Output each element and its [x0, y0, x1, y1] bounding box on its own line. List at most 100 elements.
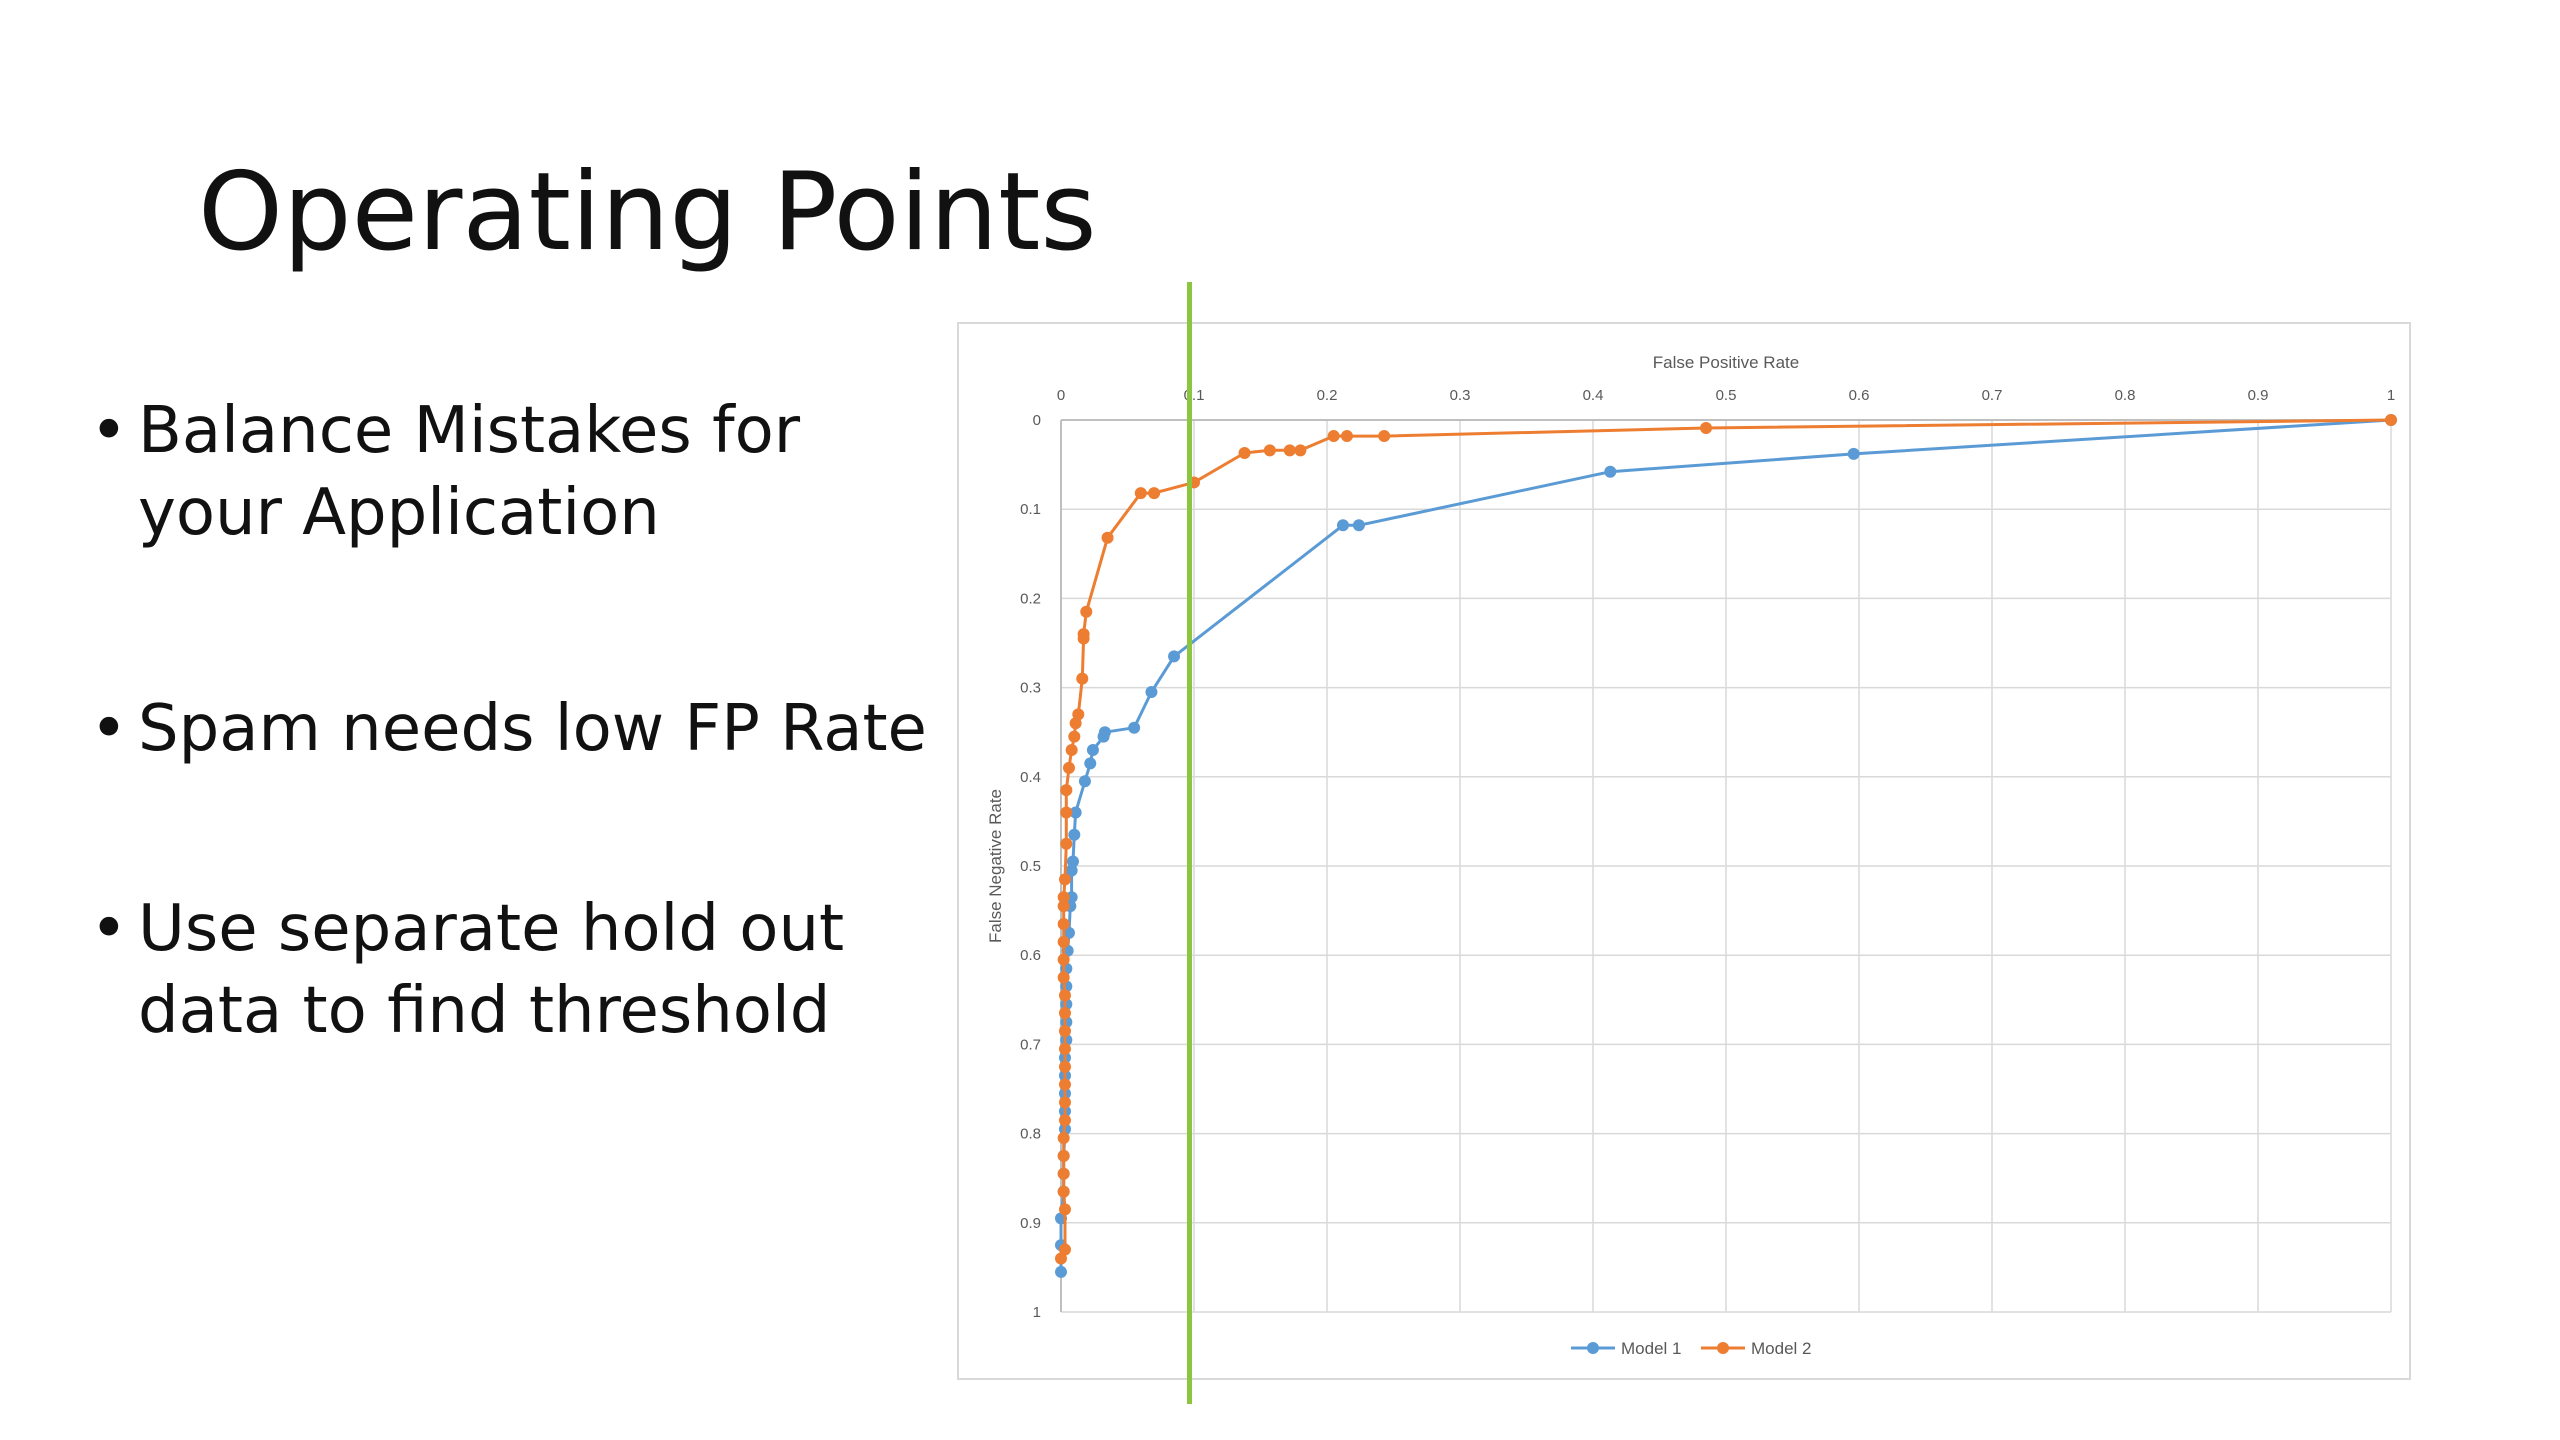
data-point [1057, 891, 1070, 904]
data-point [1847, 447, 1860, 460]
bullet-dot-icon: • [90, 394, 128, 468]
data-point [1352, 519, 1365, 532]
data-point [1238, 447, 1251, 460]
data-point [1060, 784, 1073, 797]
data-point [1134, 487, 1147, 500]
data-point [1060, 837, 1073, 850]
x-tick-label: 0.6 [1849, 387, 1870, 404]
data-point [1058, 1025, 1071, 1038]
data-point [1072, 708, 1085, 721]
x-tick-label: 0.8 [2115, 387, 2136, 404]
legend-label: Model 1 [1621, 1339, 1681, 1358]
bullet-item-spam: • Spam needs low FP Rate [80, 688, 940, 770]
y-tick-label: 0.3 [1020, 680, 1041, 697]
data-point [1057, 917, 1070, 930]
x-tick-label: 0.7 [1982, 387, 2003, 404]
data-point [1065, 864, 1078, 877]
data-point [1604, 465, 1617, 478]
bullet-line: data to find threshold [138, 974, 831, 1048]
legend-marker [1587, 1342, 1599, 1354]
data-point [1077, 628, 1090, 641]
data-point [1055, 1252, 1067, 1265]
data-point [1336, 519, 1349, 532]
grid-layer [1060, 419, 2392, 1313]
data-point [1057, 1185, 1070, 1198]
data-point [1060, 806, 1073, 819]
bullet-item-holdout: • Use separate hold out data to find thr… [80, 888, 940, 1052]
data-point [1058, 873, 1071, 886]
data-point [1086, 744, 1099, 757]
tick-layer: 0 0.1 0.2 0.3 0.4 0.5 0.6 0.7 0.8 0.9 100.10.20.30… [1020, 387, 2395, 1321]
chart-frame: 0 0.1 0.2 0.3 0.4 0.5 0.6 0.7 0.8 0.9 1 0 0.1 0.2 0.3 0… [957, 322, 2411, 1380]
data-point [1058, 1114, 1071, 1127]
data-point [1327, 430, 1340, 443]
data-point [1128, 721, 1141, 734]
bullet-dot-icon: • [90, 692, 128, 766]
data-point [1057, 900, 1070, 913]
data-point [1084, 757, 1097, 770]
data-point [1098, 726, 1111, 739]
data-point [1058, 1078, 1071, 1091]
data-point [1057, 1149, 1070, 1162]
bullet-item-balance: • Balance Mistakes for your Application [80, 390, 940, 554]
data-point [1057, 1132, 1070, 1145]
data-point [1076, 672, 1089, 685]
y-tick-label: 0.1 [1020, 501, 1041, 518]
slide-title: Operating Points [198, 150, 1097, 275]
legend-marker [1717, 1342, 1729, 1354]
x-tick-label: 0.9 [2248, 387, 2269, 404]
x-tick-label: 0 [1057, 387, 1065, 404]
data-point [1078, 775, 1091, 788]
data-point [1283, 444, 1296, 457]
data-point [1340, 430, 1353, 443]
data-point [1058, 1243, 1071, 1256]
y-tick-label: 0.2 [1020, 590, 1041, 607]
data-point [1080, 605, 1093, 618]
x-tick-label: 0.3 [1450, 387, 1471, 404]
y-tick-label: 0.5 [1020, 858, 1041, 875]
data-point [1062, 926, 1075, 939]
data-point [1700, 422, 1713, 435]
data-point [1101, 531, 1114, 544]
data-point [1066, 855, 1079, 868]
legend-label: Model 2 [1751, 1339, 1811, 1358]
x-axis-title: False Positive Rate [1653, 353, 1799, 372]
threshold-line [1187, 282, 1193, 1404]
data-point [1069, 806, 1082, 819]
bullet-line: Spam needs low FP Rate [138, 692, 927, 766]
data-point [2385, 414, 2397, 426]
y-tick-label: 0.9 [1020, 1215, 1041, 1232]
legend-layer: Model 1 Model 2 [1571, 1339, 1811, 1358]
data-point [1062, 761, 1075, 774]
y-tick-label: 0.8 [1020, 1126, 1041, 1143]
data-point [1057, 1167, 1070, 1180]
series-layer [1055, 414, 2397, 1278]
data-point [1058, 1042, 1071, 1055]
data-point [1145, 686, 1158, 699]
data-point [1065, 744, 1078, 757]
data-point [1058, 1203, 1071, 1216]
y-tick-label: 0.6 [1020, 947, 1041, 964]
bullet-dot-icon: • [90, 892, 128, 966]
bullet-list: • Balance Mistakes for your Application … [80, 390, 940, 1186]
x-tick-label: 1 [2387, 387, 2395, 404]
data-point [1148, 487, 1161, 500]
data-point [1055, 1265, 1067, 1278]
y-tick-label: 0 [1033, 412, 1041, 429]
x-tick-label: 0.4 [1583, 387, 1604, 404]
data-point [1378, 430, 1391, 443]
data-point [1058, 1096, 1071, 1109]
data-point [1058, 989, 1071, 1002]
data-point [1068, 730, 1081, 743]
data-point [1294, 444, 1307, 457]
data-point [1057, 971, 1070, 984]
data-point [1058, 1060, 1071, 1073]
y-tick-label: 0.7 [1020, 1036, 1041, 1053]
x-tick-label: 0.2 [1317, 387, 1338, 404]
data-point [1263, 444, 1276, 457]
bullet-line: your Application [138, 476, 660, 550]
data-point [1168, 650, 1181, 663]
data-point [1068, 828, 1081, 841]
data-point [1057, 953, 1070, 966]
y-axis-title: False Negative Rate [986, 789, 1005, 943]
